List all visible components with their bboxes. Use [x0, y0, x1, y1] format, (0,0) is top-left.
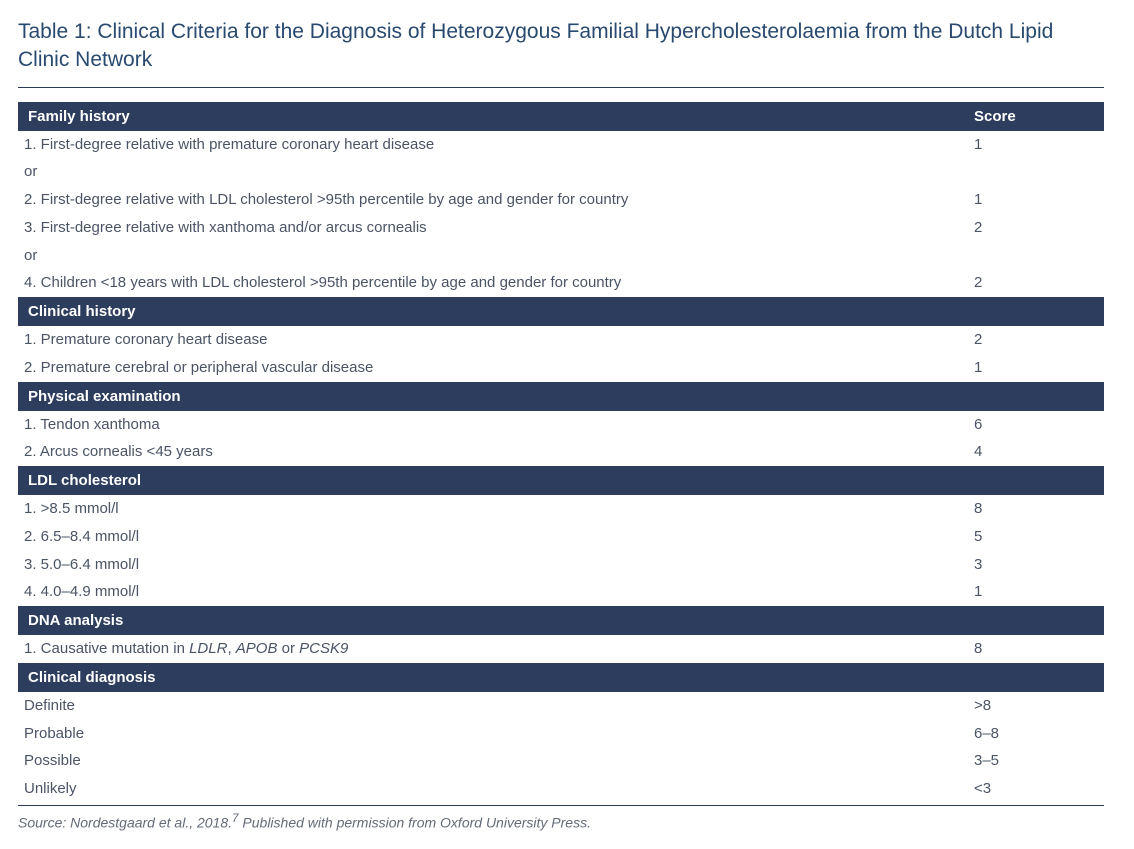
section-header-label: LDL cholesterol: [28, 472, 974, 489]
score-cell: 1: [974, 134, 1094, 156]
table-row: 3. 5.0–6.4 mmol/l3: [18, 551, 1104, 579]
score-cell: >8: [974, 695, 1094, 717]
table-row: 4. Children <18 years with LDL cholester…: [18, 269, 1104, 297]
score-cell: [974, 245, 1094, 267]
table-row: 1. Causative mutation in LDLR, APOB or P…: [18, 635, 1104, 663]
score-cell: <3: [974, 778, 1094, 800]
criteria-cell: 4. Children <18 years with LDL cholester…: [24, 272, 974, 294]
criteria-cell: or: [24, 245, 974, 267]
section-header-label: Family history: [28, 108, 974, 125]
bottom-rule: [18, 805, 1104, 806]
criteria-table: Family historyScore1. First-degree relat…: [18, 102, 1104, 803]
score-cell: 2: [974, 329, 1094, 351]
top-rule: [18, 87, 1104, 88]
section-header: Clinical history: [18, 297, 1104, 326]
section-header-label: Clinical diagnosis: [28, 669, 974, 686]
section-header-score-label: [974, 303, 1094, 320]
table-row: 3. First-degree relative with xanthoma a…: [18, 214, 1104, 242]
table-row: or: [18, 242, 1104, 270]
criteria-cell: 3. First-degree relative with xanthoma a…: [24, 217, 974, 239]
section-header: DNA analysis: [18, 606, 1104, 635]
criteria-cell: Unlikely: [24, 778, 974, 800]
section-header-score-label: [974, 472, 1094, 489]
section-header-label: Physical examination: [28, 388, 974, 405]
criteria-cell: 1. Causative mutation in LDLR, APOB or P…: [24, 638, 974, 660]
table-row: 1. First-degree relative with premature …: [18, 131, 1104, 159]
section-header-label: DNA analysis: [28, 612, 974, 629]
criteria-cell: 4. 4.0–4.9 mmol/l: [24, 581, 974, 603]
score-cell: 8: [974, 638, 1094, 660]
score-cell: 8: [974, 498, 1094, 520]
table-row: 1. Tendon xanthoma6: [18, 411, 1104, 439]
score-cell: 1: [974, 189, 1094, 211]
score-cell: 2: [974, 217, 1094, 239]
score-cell: 3–5: [974, 750, 1094, 772]
section-header: Physical examination: [18, 382, 1104, 411]
criteria-cell: 1. >8.5 mmol/l: [24, 498, 974, 520]
score-cell: 6: [974, 414, 1094, 436]
criteria-cell: 2. Premature cerebral or peripheral vasc…: [24, 357, 974, 379]
score-cell: 1: [974, 357, 1094, 379]
criteria-cell: 1. Premature coronary heart disease: [24, 329, 974, 351]
table-row: Unlikely<3: [18, 775, 1104, 803]
source-citation: Source: Nordestgaard et al., 2018.7 Publ…: [18, 812, 1104, 831]
criteria-cell: 2. First-degree relative with LDL choles…: [24, 189, 974, 211]
table-row: Probable6–8: [18, 720, 1104, 748]
section-header-label: Clinical history: [28, 303, 974, 320]
table-row: 1. Premature coronary heart disease2: [18, 326, 1104, 354]
score-cell: 3: [974, 554, 1094, 576]
criteria-cell: 2. 6.5–8.4 mmol/l: [24, 526, 974, 548]
score-cell: 4: [974, 441, 1094, 463]
score-cell: 2: [974, 272, 1094, 294]
table-row: 4. 4.0–4.9 mmol/l1: [18, 578, 1104, 606]
criteria-cell: or: [24, 161, 974, 183]
table-row: 1. >8.5 mmol/l8: [18, 495, 1104, 523]
section-header-score-label: [974, 669, 1094, 686]
criteria-cell: 2. Arcus cornealis <45 years: [24, 441, 974, 463]
score-cell: 1: [974, 581, 1094, 603]
criteria-cell: Possible: [24, 750, 974, 772]
table-row: 2. First-degree relative with LDL choles…: [18, 186, 1104, 214]
criteria-cell: 1. First-degree relative with premature …: [24, 134, 974, 156]
section-header: LDL cholesterol: [18, 466, 1104, 495]
table-row: Possible3–5: [18, 747, 1104, 775]
section-header-score-label: Score: [974, 108, 1094, 125]
table-row: Definite>8: [18, 692, 1104, 720]
criteria-cell: Probable: [24, 723, 974, 745]
table-row: 2. 6.5–8.4 mmol/l5: [18, 523, 1104, 551]
criteria-cell: Definite: [24, 695, 974, 717]
table-row: 2. Arcus cornealis <45 years4: [18, 438, 1104, 466]
section-header: Clinical diagnosis: [18, 663, 1104, 692]
table-title: Table 1: Clinical Criteria for the Diagn…: [18, 18, 1104, 75]
section-header-score-label: [974, 612, 1094, 629]
criteria-cell: 3. 5.0–6.4 mmol/l: [24, 554, 974, 576]
table-row: or: [18, 158, 1104, 186]
score-cell: [974, 161, 1094, 183]
score-cell: 5: [974, 526, 1094, 548]
section-header: Family historyScore: [18, 102, 1104, 131]
section-header-score-label: [974, 388, 1094, 405]
table-row: 2. Premature cerebral or peripheral vasc…: [18, 354, 1104, 382]
criteria-cell: 1. Tendon xanthoma: [24, 414, 974, 436]
score-cell: 6–8: [974, 723, 1094, 745]
